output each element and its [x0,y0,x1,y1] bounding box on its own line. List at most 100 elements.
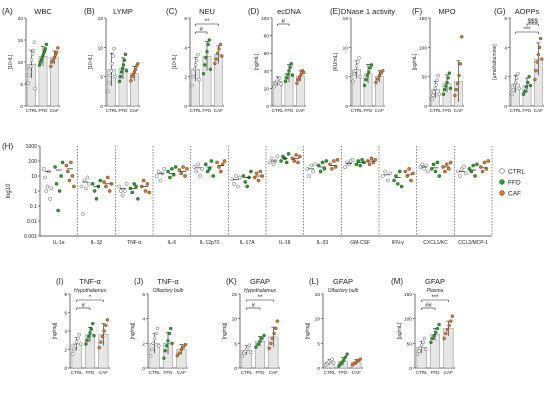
data-point-5-FFD-6 [448,86,453,91]
sig-label-3-0: # [282,19,286,25]
x-tick-label-0-2: CAF [50,108,59,113]
chart-subtitle-9: Olfactory bulb [153,288,184,294]
data-point-7-5-CTRL-1 [232,182,236,186]
data-point-7-0-CTRL-3 [45,184,50,189]
data-point-7-3-FFD-0 [166,169,170,174]
data-point-2-CAF-1 [214,57,218,61]
data-point-12-FFD-1 [430,336,435,341]
data-point-7-0-CTRL-0 [41,167,46,171]
data-point-2-FFD-5 [207,38,212,42]
data-point-1-CTRL-6 [112,46,116,51]
data-point-1-FFD-3 [120,66,125,71]
data-point-6-CAF-3 [536,52,541,57]
data-point-5-CTRL-7 [437,92,441,96]
data-point-1-FFD-4 [121,63,126,67]
data-point-1-FFD-5 [122,58,127,62]
data-point-12-CTRL-2 [418,346,423,350]
data-point-7-0-CAF-4 [70,174,75,178]
chart-title-6: AOPPs [515,7,540,16]
data-point-0-FFD-0 [37,63,42,67]
data-point-8-CTRL-5 [77,333,82,337]
data-point-7-8-FFD-0 [354,162,359,167]
y-tick-label-7-1: 0.01 [27,219,37,225]
data-point-2-FFD-3 [205,50,209,54]
data-point-6-FFD-4 [527,74,531,79]
data-point-7-11-CTRL-3 [461,165,466,169]
data-point-2-FFD-6 [208,67,213,72]
data-point-2-CAF-5 [220,54,224,58]
data-point-7-1-CAF-1 [104,184,108,189]
y-tick-label-6-3: 6 [504,16,507,22]
data-point-8-CAF-0 [97,345,101,350]
data-point-10-FFD-0 [254,345,258,349]
data-point-7-10-FFD-4 [437,174,442,178]
y-axis-label-4: [KU/mL] [333,52,339,71]
x-tick-label-12-0: CTRL [416,370,428,375]
data-point-7-6-CAF-2 [294,153,298,157]
panel-label-10: (K) [226,277,237,286]
chart-title-12: GFAP [425,277,445,286]
data-point-7-7-CAF-2 [331,159,336,163]
data-point-7-5-CAF-1 [254,171,259,176]
data-point-7-0-CAF-0 [64,163,69,168]
data-point-0-CTRL-3 [29,64,33,69]
data-point-10-FFD-3 [260,336,264,341]
chart-title-0: WBC [34,7,52,16]
y-tick-label-2-1: 2 [184,75,187,81]
y-tick-label-0-2: 10 [18,60,24,66]
data-point-7-6-FFD-0 [279,159,283,163]
data-point-7-9-CTRL-1 [383,169,388,174]
data-point-3-CTRL-0 [272,84,276,89]
data-point-7-0-CAF-3 [69,160,73,165]
data-point-7-6-CTRL-0 [267,160,272,165]
data-point-7-6-CAF-4 [298,154,302,159]
data-point-7-4-CTRL-1 [194,169,199,174]
data-point-9-FFD-1 [163,349,167,353]
y-tick-label-7-0: 0.001 [24,234,37,240]
data-point-7-11-CAF-2 [482,160,487,165]
data-point-3-FFD-0 [283,79,288,84]
data-point-7-7-CTRL-3 [311,169,315,174]
data-point-9-CAF-1 [177,351,181,355]
data-point-5-CAF-5 [460,35,464,39]
data-point-7-0-FFD-5 [60,160,65,165]
data-point-7-2-CTRL-2 [121,193,125,198]
data-point-7-11-FFD-0 [467,167,472,171]
data-point-7-3-CAF-1 [179,171,184,176]
data-point-3-CAF-0 [295,81,299,85]
legend-label-CTRL: CTRL [508,169,525,176]
data-point-7-2-FFD-1 [130,190,135,195]
y-tick-label-5-2: 100 [419,45,427,51]
data-point-9-CAF-3 [181,345,186,349]
y-tick-label-11-1: 5 [317,341,320,347]
data-point-10-CAF-5 [275,319,280,323]
panel-label-11: (L) [309,277,319,286]
y-tick-label-7-4: 10 [31,174,37,180]
data-point-9-CTRL-1 [150,347,154,352]
x-tick-label-4-0: CTRL [351,108,363,113]
data-point-12-CAF-4 [449,319,453,323]
data-point-4-CTRL-1 [352,72,357,76]
data-point-1-CTRL-4 [110,62,114,66]
data-point-7-11-CAF-4 [486,159,491,163]
data-point-7-8-CAF-1 [367,162,372,167]
data-point-5-CTRL-4 [434,83,438,87]
data-point-6-FFD-2 [524,85,529,89]
data-point-7-2-CAF-2 [143,189,148,193]
data-point-7-0-FFD-0 [53,165,57,169]
data-point-6-FFD-3 [525,80,530,85]
y-tick-label-9-3: 6 [142,292,145,298]
data-point-7-9-CAF-4 [411,171,415,176]
data-point-7-0-CTRL-1 [43,175,47,180]
sig-label-6-1: $$$ [528,19,539,25]
data-point-7-9-CAF-1 [405,174,410,178]
data-point-7-9-CTRL-2 [385,178,390,183]
data-point-2-FFD-2 [204,55,208,60]
y-axis-label-6: [µmol/albumine] [492,44,498,80]
y-tick-label-12-2: 100 [404,317,412,323]
data-point-7-10-CTRL-4 [426,169,430,174]
x-tick-label-11-2: CAF [352,370,361,375]
data-point-5-CTRL-0 [430,97,434,101]
data-point-1-FFD-6 [123,52,128,57]
data-point-7-4-CAF-3 [220,162,225,167]
